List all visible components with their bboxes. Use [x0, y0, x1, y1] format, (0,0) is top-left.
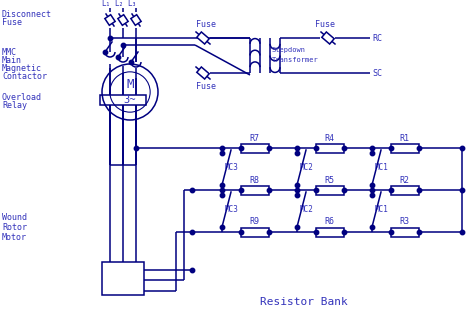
Bar	[391, 185, 419, 194]
Polygon shape	[322, 32, 334, 44]
Text: SC: SC	[372, 69, 382, 78]
Bar	[316, 228, 344, 236]
Text: Magnetic: Magnetic	[2, 63, 42, 72]
Text: R2: R2	[399, 175, 409, 185]
Text: Transformer: Transformer	[272, 57, 319, 63]
Text: R7: R7	[249, 134, 259, 143]
Text: MC3: MC3	[225, 163, 239, 172]
Text: Main: Main	[2, 55, 22, 64]
Polygon shape	[118, 15, 128, 25]
Text: RC: RC	[372, 33, 382, 43]
Text: Fuse: Fuse	[196, 20, 216, 29]
Text: R4: R4	[324, 134, 334, 143]
Text: L₃: L₃	[128, 0, 137, 7]
Text: R6: R6	[324, 217, 334, 226]
Text: Fuse: Fuse	[196, 81, 216, 90]
Bar	[100, 95, 146, 105]
Text: R9: R9	[249, 217, 259, 226]
Text: 3~: 3~	[124, 95, 136, 105]
Text: MC2: MC2	[300, 163, 314, 172]
Text: Relay: Relay	[2, 100, 27, 109]
Bar	[241, 185, 269, 194]
Text: Stepdown: Stepdown	[272, 47, 306, 53]
Text: MMC: MMC	[2, 48, 17, 56]
Text: Motor: Motor	[2, 233, 27, 242]
Polygon shape	[105, 15, 115, 25]
Bar	[241, 228, 269, 236]
Bar	[316, 144, 344, 153]
Text: MC3: MC3	[225, 204, 239, 213]
Polygon shape	[197, 32, 209, 44]
Text: R1: R1	[399, 134, 409, 143]
Text: MC1: MC1	[375, 204, 389, 213]
Text: Disconnect: Disconnect	[2, 10, 52, 18]
Polygon shape	[131, 15, 141, 25]
Text: Wound: Wound	[2, 213, 27, 223]
Bar	[241, 144, 269, 153]
Text: MC2: MC2	[300, 204, 314, 213]
Text: Overload: Overload	[2, 92, 42, 101]
Text: M: M	[126, 78, 134, 90]
Text: L₁: L₁	[101, 0, 110, 7]
Bar	[391, 228, 419, 236]
Text: Fuse: Fuse	[2, 17, 22, 26]
Text: R3: R3	[399, 217, 409, 226]
Text: Rotor: Rotor	[2, 223, 27, 232]
Bar	[102, 262, 144, 295]
Text: L₂: L₂	[114, 0, 124, 7]
Text: MC1: MC1	[375, 163, 389, 172]
Polygon shape	[197, 67, 209, 79]
Text: Resistor Bank: Resistor Bank	[260, 297, 348, 307]
Text: Contactor: Contactor	[2, 71, 47, 80]
Bar	[316, 185, 344, 194]
Bar	[391, 144, 419, 153]
Text: R5: R5	[324, 175, 334, 185]
Text: R8: R8	[249, 175, 259, 185]
Text: Fuse: Fuse	[315, 20, 335, 29]
